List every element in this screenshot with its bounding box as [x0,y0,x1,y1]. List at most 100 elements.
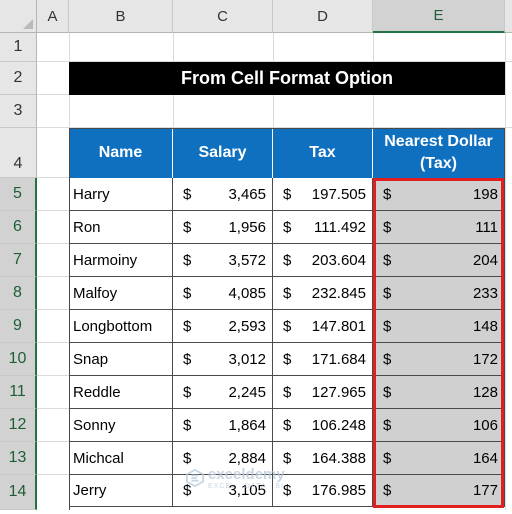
salary-cell[interactable]: $3,465 [173,178,273,211]
tax-cell[interactable]: $147.801 [273,310,373,343]
row-header-11[interactable]: 11 [0,376,37,409]
salary-cell[interactable]: $1,956 [173,211,273,244]
row-header-12[interactable]: 12 [0,409,37,442]
currency-symbol: $ [283,185,292,203]
column-header-c[interactable]: C [173,0,273,33]
cell-value: 176.985 [311,482,366,499]
nearest-dollar-cell[interactable]: $128 [373,376,505,409]
header-salary[interactable]: Salary [173,128,273,178]
cell-value: 197.505 [311,185,366,203]
salary-cell[interactable]: $4,085 [173,277,273,310]
header-tax[interactable]: Tax [273,128,373,178]
name-cell[interactable]: Malfoy [69,277,173,310]
gridline [37,408,69,409]
nearest-dollar-cell[interactable]: $172 [373,343,505,376]
row-header-6[interactable]: 6 [0,211,37,244]
gridline [37,94,69,95]
currency-symbol: $ [383,317,392,335]
currency-symbol: $ [383,350,392,368]
cell-value: 1,956 [228,218,266,236]
cell-value: Sonny [73,416,116,434]
nearest-dollar-cell[interactable]: $204 [373,244,505,277]
name-cell[interactable]: Michcal [69,442,173,475]
column-header-b[interactable]: B [69,0,173,33]
column-header-f[interactable] [505,0,512,33]
row-header-7[interactable]: 7 [0,244,37,277]
cell-value: Snap [73,350,109,368]
cell-value: 106.248 [311,416,366,434]
gridline [505,33,506,510]
currency-symbol: $ [283,449,292,467]
nearest-dollar-cell[interactable]: $111 [373,211,505,244]
salary-cell[interactable]: $2,884 [173,442,273,475]
row-header-4[interactable]: 4 [0,128,37,178]
nearest-dollar-cell[interactable]: $198 [373,178,505,211]
currency-symbol: $ [383,416,392,434]
tax-cell[interactable]: $164.388 [273,442,373,475]
salary-cell[interactable]: $3,012 [173,343,273,376]
nearest-dollar-cell[interactable]: $177 [373,475,505,507]
sheet-title[interactable]: From Cell Format Option [69,62,505,95]
header-nearest-dollar[interactable]: Nearest Dollar (Tax) [373,128,505,178]
select-all-corner[interactable] [0,0,37,33]
tax-cell[interactable]: $197.505 [273,178,373,211]
row-header-2[interactable]: 2 [0,62,37,95]
salary-cell[interactable]: $3,105 [173,475,273,507]
cell-value: 127.965 [311,383,366,401]
cell-value: Harmoiny [73,251,138,269]
gridline [373,33,374,62]
currency-symbol: $ [383,251,392,269]
nearest-dollar-cell[interactable]: $233 [373,277,505,310]
name-cell[interactable]: Sonny [69,409,173,442]
watermark-name: exceldemy [208,466,285,483]
row-header-8[interactable]: 8 [0,277,37,310]
cell-value: 106 [472,416,498,434]
tax-cell[interactable]: $176.985 [273,475,373,507]
cell-value: 111 [475,218,498,236]
row-header-5[interactable]: 5 [0,178,37,211]
tax-cell[interactable]: $111.492 [273,211,373,244]
row-header-1[interactable]: 1 [0,33,37,62]
currency-symbol: $ [383,218,392,236]
gridline [37,127,512,128]
row-header-14[interactable]: 14 [0,475,37,510]
salary-cell[interactable]: $2,245 [173,376,273,409]
gridline [273,95,274,128]
row-header-10[interactable]: 10 [0,343,37,376]
name-cell[interactable]: Jerry [69,475,173,507]
currency-symbol: $ [183,185,192,203]
nearest-dollar-cell[interactable]: $164 [373,442,505,475]
column-header-d[interactable]: D [273,0,373,33]
name-cell[interactable]: Reddle [69,376,173,409]
tax-cell[interactable]: $171.684 [273,343,373,376]
cell-value: 2,884 [228,449,266,467]
nearest-dollar-cell[interactable]: $148 [373,310,505,343]
name-cell[interactable]: Longbottom [69,310,173,343]
salary-cell[interactable]: $1,864 [173,409,273,442]
cell-value: Jerry [73,482,107,499]
column-header-a[interactable]: A [37,0,69,33]
header-name[interactable]: Name [69,128,173,178]
cell-value: 111.492 [314,218,366,236]
row-header-3[interactable]: 3 [0,95,37,128]
name-cell[interactable]: Harmoiny [69,244,173,277]
salary-cell[interactable]: $3,572 [173,244,273,277]
name-cell[interactable]: Ron [69,211,173,244]
currency-symbol: $ [183,449,192,467]
column-header-e[interactable]: E [373,0,505,33]
name-cell[interactable]: Snap [69,343,173,376]
gridline [37,210,69,211]
tax-cell[interactable]: $106.248 [273,409,373,442]
currency-symbol: $ [183,416,192,434]
row-header-13[interactable]: 13 [0,442,37,475]
tax-cell[interactable]: $203.604 [273,244,373,277]
currency-symbol: $ [383,284,392,302]
salary-cell[interactable]: $2,593 [173,310,273,343]
cell-value: 3,465 [228,185,266,203]
nearest-dollar-cell[interactable]: $106 [373,409,505,442]
row-header-9[interactable]: 9 [0,310,37,343]
tax-cell[interactable]: $232.845 [273,277,373,310]
name-cell[interactable]: Harry [69,178,173,211]
tax-cell[interactable]: $127.965 [273,376,373,409]
